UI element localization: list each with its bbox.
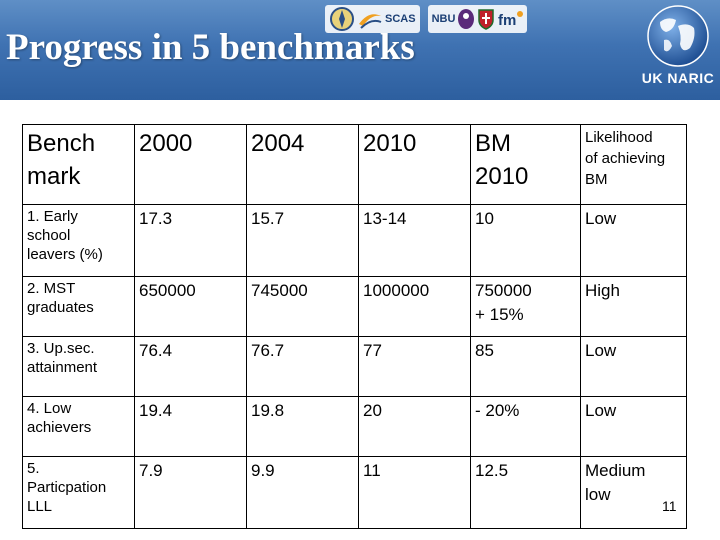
header-text-line: Bench (27, 130, 96, 157)
table-row: 3. Up.sec. attainment 76.4 76.7 77 85 Lo… (22, 336, 687, 397)
value-cell-2000: 7.9 (134, 456, 247, 529)
value-cell-2010: 13-14 (358, 204, 471, 277)
likelihood-text-line: Medium (585, 461, 646, 480)
header-cell-benchmark: Bench mark (22, 124, 135, 205)
benchmark-text-line: attainment (27, 359, 98, 376)
naric-logo-text: UK NARIC (641, 70, 715, 86)
benchmark-text-line: LLL (27, 498, 53, 515)
value-cell-bm2010: 750000 + 15% (470, 276, 581, 337)
page-number: 11 (662, 498, 677, 514)
value-cell-2010: 77 (358, 336, 471, 397)
compass-logo-icon (330, 7, 354, 31)
likelihood-text-line: low (585, 485, 611, 504)
benchmarks-table: Bench mark 2000 2004 2010 BM 2010 Likeli… (22, 124, 687, 529)
likelihood-cell: Medium low (580, 456, 687, 529)
header-text-line: of achieving (585, 150, 666, 167)
benchmark-text-line: 4. Low (27, 400, 72, 417)
header-cell-2004: 2004 (246, 124, 359, 205)
bm-text-line: 750000 (475, 281, 532, 300)
header-text-line: BM (585, 171, 608, 188)
table-row: 5. Particpation LLL 7.9 9.9 11 12.5 Medi… (22, 456, 687, 529)
page-title: Progress in 5 benchmarks (6, 27, 415, 68)
benchmark-text-line: 2. MST (27, 280, 76, 297)
likelihood-cell: Low (580, 336, 687, 397)
globe-icon (647, 5, 709, 67)
likelihood-cell: Low (580, 396, 687, 457)
likelihood-cell: Low (580, 204, 687, 277)
value-cell-2004: 76.7 (246, 336, 359, 397)
benchmark-text-line: Particpation (27, 479, 107, 496)
benchmark-cell: 1. Early school leavers (%) (22, 204, 135, 277)
likelihood-cell: High (580, 276, 687, 337)
header-text-line: mark (27, 163, 81, 190)
benchmark-cell: 3. Up.sec. attainment (22, 336, 135, 397)
benchmark-text-line: 3. Up.sec. (27, 340, 95, 357)
bm-text-line: + 15% (475, 305, 524, 324)
value-cell-2004: 745000 (246, 276, 359, 337)
benchmark-text-line: school (27, 227, 71, 244)
benchmark-text-line: leavers (%) (27, 246, 103, 263)
partner-logos: SCAS NBU fm (325, 4, 528, 34)
scas-logo-text: SCAS (385, 13, 416, 25)
benchmark-cell: 2. MST graduates (22, 276, 135, 337)
value-cell-bm2010: - 20% (470, 396, 581, 457)
table-row: 4. Low achievers 19.4 19.8 20 - 20% Low (22, 396, 687, 457)
header-text-line: 2010 (475, 163, 529, 190)
value-cell-2000: 76.4 (134, 336, 247, 397)
value-cell-2000: 19.4 (134, 396, 247, 457)
shield-crest-icon (478, 9, 495, 30)
benchmark-text-line: graduates (27, 299, 94, 316)
value-cell-2010: 11 (358, 456, 471, 529)
value-cell-2004: 19.8 (246, 396, 359, 457)
table-header-row: Bench mark 2000 2004 2010 BM 2010 Likeli… (22, 124, 687, 205)
svg-text:fm: fm (498, 12, 516, 29)
nbu-emblem-icon (458, 9, 475, 29)
header-cell-likelihood: Likelihood of achieving BM (580, 124, 687, 205)
value-cell-2000: 650000 (134, 276, 247, 337)
benchmark-text-line: 1. Early (27, 208, 78, 225)
benchmark-text-line: 5. (27, 460, 40, 477)
header-cell-bm2010: BM 2010 (470, 124, 581, 205)
fmi-logo-icon: fm (498, 11, 524, 29)
header-cell-2010: 2010 (358, 124, 471, 205)
value-cell-2004: 15.7 (246, 204, 359, 277)
uk-naric-logo: UK NARIC (639, 4, 717, 96)
header-text-line: Likelihood (585, 129, 653, 146)
nbu-logo-text: NBU (431, 13, 456, 25)
header-cell-2000: 2000 (134, 124, 247, 205)
value-cell-bm2010: 85 (470, 336, 581, 397)
slide-header: Progress in 5 benchmarks SCAS NBU (0, 0, 720, 100)
benchmark-cell: 5. Particpation LLL (22, 456, 135, 529)
table-row: 1. Early school leavers (%) 17.3 15.7 13… (22, 204, 687, 277)
value-cell-2004: 9.9 (246, 456, 359, 529)
logo-group-left: SCAS (325, 5, 420, 33)
benchmark-text-line: achievers (27, 419, 92, 436)
logo-group-right: NBU fm (427, 5, 528, 33)
scas-swoosh-icon (359, 14, 382, 29)
value-cell-2010: 20 (358, 396, 471, 457)
header-text-line: BM (475, 130, 511, 157)
table-row: 2. MST graduates 650000 745000 1000000 7… (22, 276, 687, 337)
value-cell-bm2010: 12.5 (470, 456, 581, 529)
value-cell-2010: 1000000 (358, 276, 471, 337)
benchmark-cell: 4. Low achievers (22, 396, 135, 457)
value-cell-2000: 17.3 (134, 204, 247, 277)
value-cell-bm2010: 10 (470, 204, 581, 277)
